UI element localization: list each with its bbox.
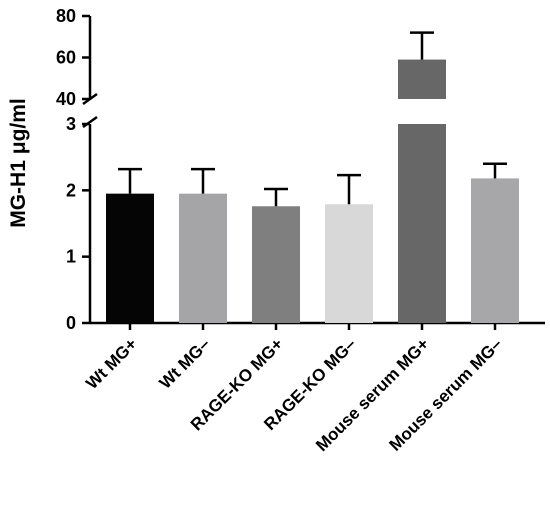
bar-lower: [398, 124, 446, 323]
error-bars-group: [118, 31, 507, 207]
y-ticks-group: 0 1 2 3 40 60 80: [56, 6, 90, 333]
y-tick-label: 3: [66, 114, 76, 134]
y-tick-label: 0: [66, 313, 76, 333]
x-tick-label: Wt MG+: [82, 334, 141, 393]
bar: [106, 193, 154, 323]
bar: [471, 178, 519, 323]
bar: [325, 204, 373, 323]
y-tick-label: 40: [56, 89, 76, 109]
y-tick-label: 2: [66, 180, 76, 200]
bar: [252, 206, 300, 323]
y-tick-label: 80: [56, 6, 76, 26]
bars-group: [106, 59, 519, 323]
axis-break-mark: [82, 115, 98, 129]
bar: [179, 193, 227, 323]
y-axis-title: MG-H1 μg/ml: [7, 98, 30, 228]
y-tick-label: 1: [66, 247, 76, 267]
x-labels-group: Wt MG+ Wt MG–RAGE-KO MG+RAGE-KO MG–Mouse …: [82, 334, 506, 455]
x-tick-label: Wt MG–: [156, 334, 214, 392]
bar-upper: [398, 59, 446, 99]
y-tick-label: 60: [56, 48, 76, 68]
